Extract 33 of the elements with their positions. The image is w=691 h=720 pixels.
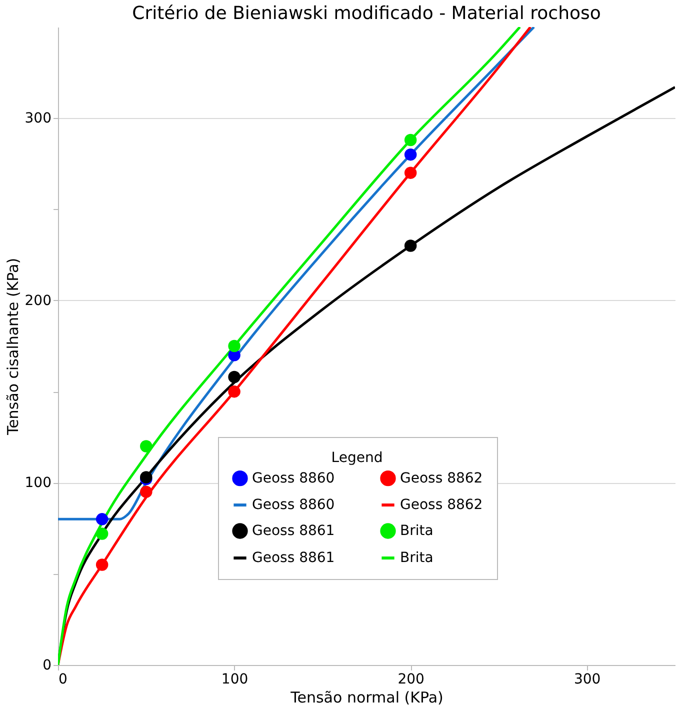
y-tick-label: 200 bbox=[24, 292, 52, 309]
y-tick-label: 100 bbox=[24, 475, 52, 492]
chart-title: Critério de Bieniawski modificado - Material rochoso bbox=[132, 3, 601, 24]
y-tick-label: 0 bbox=[42, 658, 52, 674]
point bbox=[96, 558, 108, 571]
x-tick-label: 100 bbox=[221, 672, 248, 688]
point bbox=[404, 134, 417, 146]
y-tick-label: 300 bbox=[24, 110, 52, 127]
point bbox=[404, 240, 417, 252]
point bbox=[404, 166, 417, 179]
point bbox=[228, 370, 240, 384]
point bbox=[140, 486, 152, 498]
legend-label: Geoss 8862 bbox=[400, 497, 483, 513]
y-axis-title: Tensão cisalhante (KPa) bbox=[4, 258, 22, 436]
legend-label: Geoss 8862 bbox=[400, 470, 483, 486]
legend-label: Geoss 8860 bbox=[252, 497, 335, 513]
legend-label: Brita bbox=[400, 550, 434, 566]
point bbox=[96, 528, 108, 540]
point bbox=[140, 440, 152, 452]
legend-label: Geoss 8860 bbox=[252, 470, 335, 486]
point bbox=[404, 148, 417, 161]
x-tick-label: 0 bbox=[58, 672, 68, 688]
legend-title: Legend bbox=[331, 450, 383, 466]
legend-label: Geoss 8861 bbox=[252, 523, 335, 539]
legend-label: Brita bbox=[400, 523, 434, 539]
x-tick-label: 300 bbox=[574, 672, 601, 688]
point bbox=[228, 340, 240, 352]
line-series bbox=[58, 27, 536, 520]
legend-label: Geoss 8861 bbox=[252, 550, 335, 566]
point bbox=[96, 513, 108, 526]
point bbox=[228, 385, 240, 398]
x-tick-label: 200 bbox=[398, 672, 424, 688]
x-axis-title: Tensão normal (KPa) bbox=[290, 688, 444, 706]
